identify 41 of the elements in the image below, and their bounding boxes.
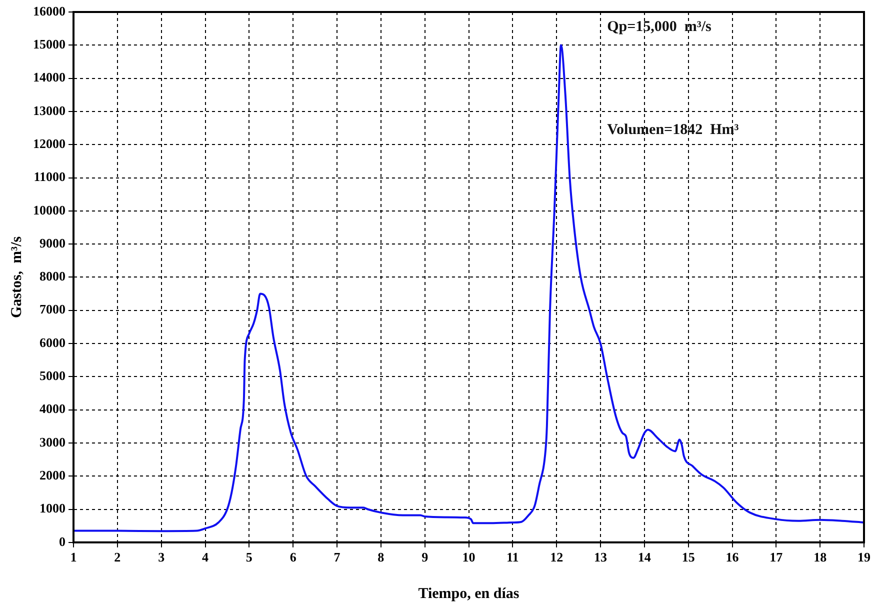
x-tick-label: 2 bbox=[114, 550, 121, 565]
x-tick-label: 16 bbox=[726, 550, 740, 565]
x-tick-label: 4 bbox=[202, 550, 209, 565]
y-tick-label: 7000 bbox=[40, 302, 66, 317]
x-tick-label: 15 bbox=[682, 550, 696, 565]
y-tick-label: 1000 bbox=[40, 500, 66, 516]
x-tick-label: 9 bbox=[422, 550, 429, 565]
x-tick-label: 14 bbox=[638, 550, 652, 565]
line-series bbox=[74, 44, 864, 532]
x-tick-label: 17 bbox=[770, 550, 784, 565]
y-axis-title: Gastos, m³/s bbox=[8, 236, 25, 318]
x-tick-label: 19 bbox=[858, 550, 871, 565]
y-tick-label: 4000 bbox=[40, 401, 66, 416]
x-tick-label: 13 bbox=[594, 550, 608, 565]
x-tick-label: 5 bbox=[246, 550, 253, 565]
x-axis-title: Tiempo, en días bbox=[418, 586, 520, 602]
y-tick-label: 10000 bbox=[33, 202, 66, 218]
y-tick-label: 9000 bbox=[40, 235, 66, 250]
x-tick-label: 8 bbox=[378, 550, 385, 565]
x-tick-label: 7 bbox=[334, 550, 341, 565]
x-tick-label: 18 bbox=[814, 550, 828, 565]
y-tick-label: 14000 bbox=[33, 70, 66, 85]
y-tick-label: 5000 bbox=[40, 368, 66, 384]
y-tick-label: 13000 bbox=[33, 102, 66, 118]
x-tick-label: 12 bbox=[550, 550, 564, 565]
x-tick-label: 6 bbox=[290, 550, 297, 565]
y-tick-label: 12000 bbox=[33, 136, 66, 151]
y-tick-label: 2000 bbox=[40, 467, 66, 482]
annotation: Qp=15,000 m³/s bbox=[607, 18, 712, 35]
y-tick-label: 11000 bbox=[34, 169, 66, 184]
x-tick-label: 3 bbox=[158, 550, 166, 565]
y-tick-label: 15000 bbox=[33, 36, 66, 52]
y-tick-label: 0 bbox=[59, 534, 66, 549]
y-tick-label: 6000 bbox=[40, 334, 66, 350]
x-tick-label: 10 bbox=[462, 550, 476, 565]
annotation: Volumen=1842 Hm³ bbox=[607, 122, 740, 138]
y-tick-label: 3000 bbox=[40, 434, 66, 450]
x-tick-label: 1 bbox=[70, 550, 77, 565]
x-tick-label: 11 bbox=[506, 550, 519, 565]
y-tick-label: 16000 bbox=[33, 3, 66, 18]
y-tick-label: 8000 bbox=[40, 268, 66, 284]
